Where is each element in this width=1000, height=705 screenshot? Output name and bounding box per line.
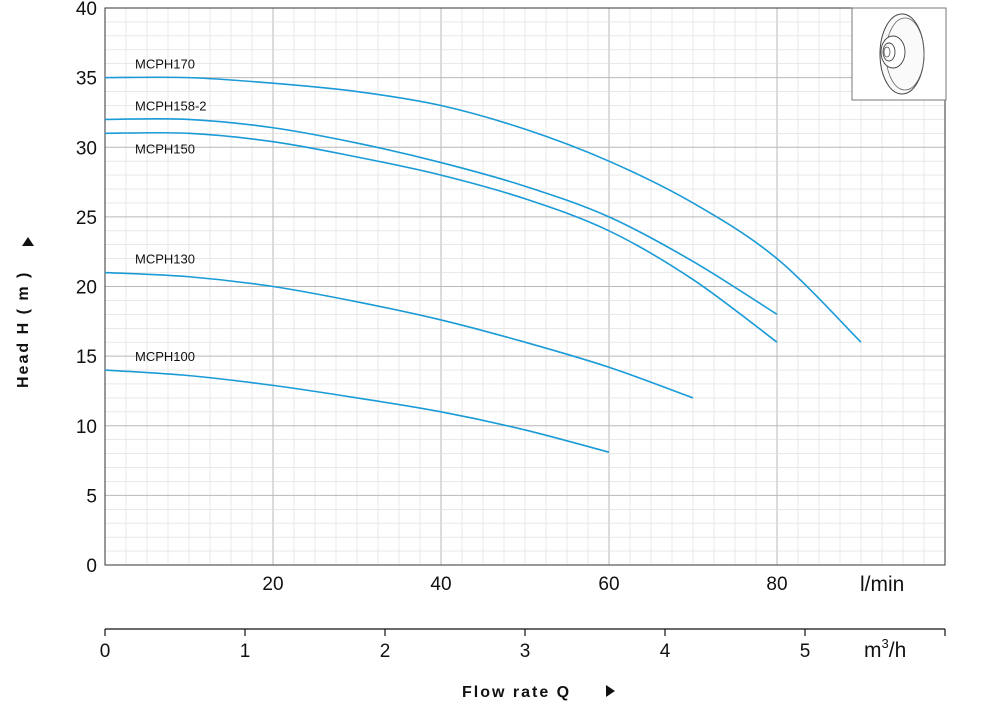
series-line-mcph130 [104, 271, 694, 399]
series-label: MCPH150 [135, 141, 195, 156]
y-axis-arrow-icon [22, 237, 34, 246]
y-tick-label: 0 [86, 556, 97, 577]
x2-unit-label: m3/h [864, 636, 906, 662]
y-tick-label: 5 [86, 486, 97, 507]
x2-unit-base: m [864, 639, 882, 662]
series-line-mcph150 [104, 131, 778, 343]
impeller-icon [851, 7, 947, 101]
x-tick-label: 40 [430, 574, 451, 595]
x-unit-label: l/min [860, 573, 904, 596]
y-tick-label: 10 [76, 417, 97, 438]
x2-tick-label: 2 [380, 641, 391, 662]
y-tick-label: 15 [76, 347, 97, 368]
y-tick-label: 20 [76, 278, 97, 299]
series-label: MCPH170 [135, 57, 195, 72]
y-tick-label: 25 [76, 208, 97, 229]
y-tick-label: 40 [76, 0, 97, 20]
x-tick-label: 20 [262, 574, 283, 595]
x2-tick-label: 0 [100, 641, 111, 662]
x-axis-title: Flow rate Q [462, 684, 571, 701]
x-tick-label: 80 [766, 574, 787, 595]
series-label: MCPH130 [135, 252, 195, 267]
y-tick-label: 30 [76, 138, 97, 159]
series-line-mcph158-2 [104, 117, 778, 316]
y-tick-label: 35 [76, 69, 97, 90]
x2-tick-label: 4 [660, 641, 671, 662]
y-tick-labels: 0 5 10 15 20 25 30 35 40 [76, 0, 97, 577]
series-label: MCPH100 [135, 349, 195, 364]
x2-unit-tail: /h [889, 639, 907, 662]
x2-tick-label: 5 [800, 641, 811, 662]
series-label: MCPH158-2 [135, 98, 207, 113]
series-line-mcph100 [104, 369, 610, 453]
x2-tick-label: 1 [240, 641, 251, 662]
y-axis-title: Head H ( m ) [15, 271, 32, 388]
x2-unit-exponent: 3 [882, 636, 889, 651]
series-line-mcph170 [104, 76, 862, 343]
plot-frame [104, 7, 946, 566]
x2-tick-label: 3 [520, 641, 531, 662]
x-tick-label: 60 [598, 574, 619, 595]
x-axis-arrow-icon [606, 685, 615, 697]
secondary-x-axis: 0 1 2 3 4 5 [100, 628, 946, 662]
x-tick-labels: 20 40 60 80 [262, 574, 787, 595]
plot-grid [104, 7, 946, 566]
curves-layer [104, 76, 862, 453]
curve-labels-layer: MCPH170 MCPH158-2 MCPH150 MCPH130 MCPH100 [135, 57, 207, 364]
